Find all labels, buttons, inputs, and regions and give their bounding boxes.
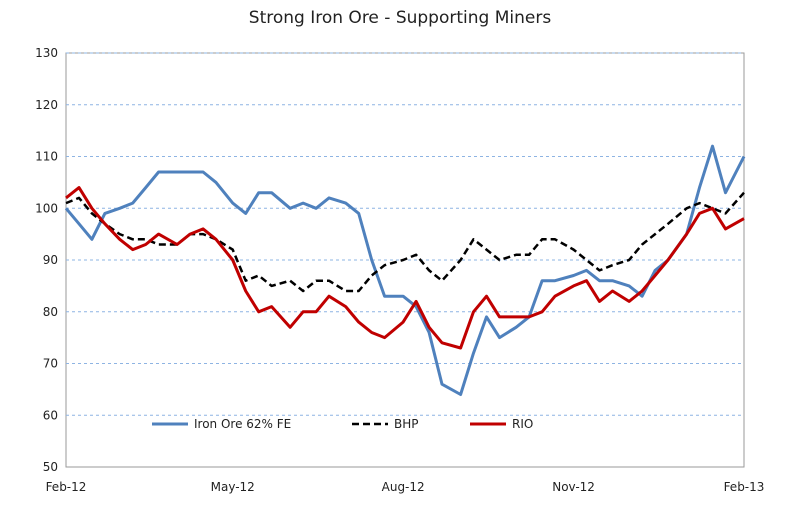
y-tick-label: 50: [43, 460, 58, 474]
y-tick-label: 70: [43, 357, 58, 371]
x-tick-label: Feb-13: [724, 480, 765, 494]
x-tick-label: May-12: [211, 480, 255, 494]
y-tick-label: 100: [35, 201, 58, 215]
y-tick-label: 60: [43, 408, 58, 422]
x-tick-label: Aug-12: [382, 480, 425, 494]
y-tick-label: 120: [35, 98, 58, 112]
legend-label: Iron Ore 62% FE: [194, 417, 291, 431]
y-tick-label: 80: [43, 305, 58, 319]
legend-label: RIO: [512, 417, 533, 431]
series-line-iron-ore-62-fe: [64, 144, 746, 396]
legend-label: BHP: [394, 417, 419, 431]
series-line-bhp: [65, 191, 745, 293]
x-tick-label: Feb-12: [46, 480, 87, 494]
y-tick-label: 130: [35, 46, 58, 60]
x-tick-label: Nov-12: [552, 480, 595, 494]
y-tick-label: 110: [35, 150, 58, 164]
series-line-rio: [65, 186, 745, 350]
y-tick-label: 90: [43, 253, 58, 267]
chart-title: Strong Iron Ore - Supporting Miners: [248, 8, 552, 28]
